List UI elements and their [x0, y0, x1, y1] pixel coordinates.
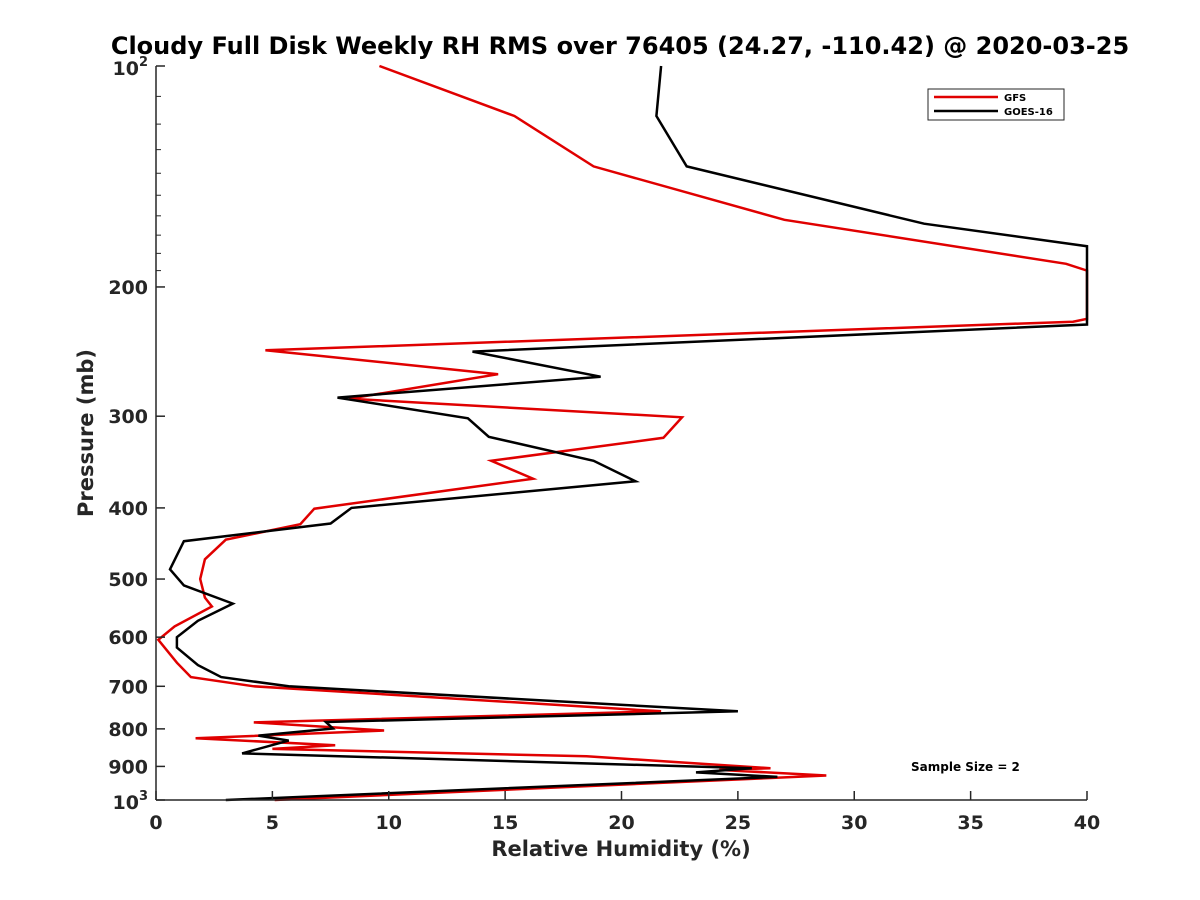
x-ticks: 0 5 10 15 20 25 30 35 40: [149, 791, 1100, 834]
legend-box: [927, 88, 1065, 121]
x-tick-label: 20: [608, 812, 634, 834]
y-axis-label: Pressure (mb): [74, 349, 98, 517]
x-tick-label: 5: [266, 812, 279, 834]
y-tick-label: 200: [108, 277, 148, 299]
x-tick-label: 25: [725, 812, 751, 834]
y-tick-label: 400: [108, 498, 148, 520]
y-tick-label: 103: [113, 789, 149, 814]
series-line-gfs: [156, 64, 1089, 802]
x-tick-label: 35: [957, 812, 983, 834]
series-layer: [156, 64, 1089, 802]
chart-title: Cloudy Full Disk Weekly RH RMS over 7640…: [111, 32, 1129, 60]
sample-size-annotation: Sample Size = 2: [911, 760, 1020, 774]
y-tick-label: 500: [108, 569, 148, 591]
x-axis-label: Relative Humidity (%): [491, 837, 750, 861]
legend-label-gfs: GFS: [1004, 93, 1026, 104]
series-line-goes16: [168, 65, 1089, 802]
x-tick-label: 0: [149, 812, 162, 834]
x-tick-label: 30: [841, 812, 867, 834]
x-tick-label: 15: [492, 812, 518, 834]
y-ticks: 102 200 300 400 500 600 700 800 900 103: [108, 55, 165, 814]
y-tick-label: 900: [108, 756, 148, 778]
y-tick-label: 700: [108, 676, 148, 698]
legend: GFS GOES-16: [927, 88, 1065, 121]
y-tick-label: 800: [108, 719, 148, 741]
y-tick-label: 600: [108, 627, 148, 649]
x-tick-label: 10: [376, 812, 402, 834]
y-tick-label: 300: [108, 406, 148, 428]
legend-label-goes16: GOES-16: [1004, 107, 1053, 118]
y-tick-label: 102: [113, 55, 149, 80]
x-tick-label: 40: [1074, 812, 1100, 834]
